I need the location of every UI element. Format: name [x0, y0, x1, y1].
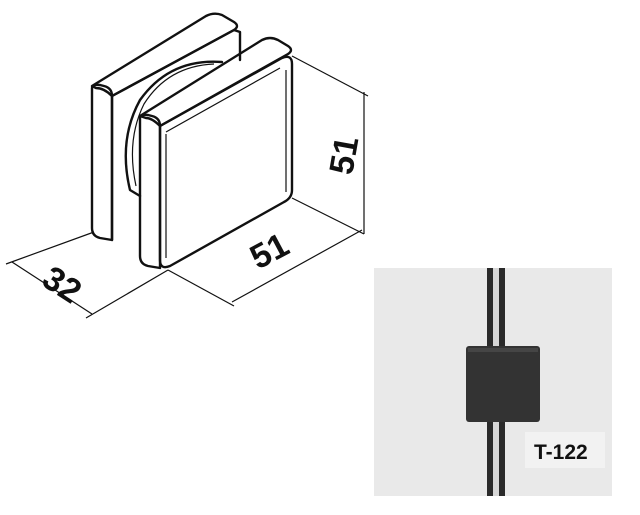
back-plate-side: [90, 83, 114, 242]
product-code: T-122: [534, 441, 588, 464]
clamp-isometric-drawing: [90, 12, 294, 270]
front-plate-side: [138, 113, 162, 270]
width-extension-left: [167, 269, 235, 307]
product-photo-inset: [374, 268, 612, 496]
code-label-bg: [525, 432, 605, 468]
depth-extension-bottom: [85, 269, 169, 319]
disc-inner-edge: [131, 63, 215, 187]
clamp-highlight: [468, 348, 538, 352]
width-extension-right: [291, 197, 365, 235]
dimension-lines: [5, 55, 369, 319]
height-dimension-label: 51: [322, 134, 366, 178]
width-dimension-line: [231, 229, 363, 303]
clamp-photo: [466, 346, 540, 422]
front-plate-bevel: [165, 67, 287, 258]
width-dimension-label: 51: [244, 226, 295, 277]
back-plate-front: [110, 28, 242, 242]
depth-dimension-label: 32: [36, 259, 88, 311]
front-plate-face: [158, 55, 294, 269]
front-plate-top: [138, 36, 293, 128]
depth-dimension-line: [11, 261, 93, 315]
back-plate-top: [90, 12, 239, 98]
connecting-disc: [124, 60, 224, 198]
depth-extension-top: [5, 231, 95, 265]
height-extension-top: [291, 55, 369, 97]
